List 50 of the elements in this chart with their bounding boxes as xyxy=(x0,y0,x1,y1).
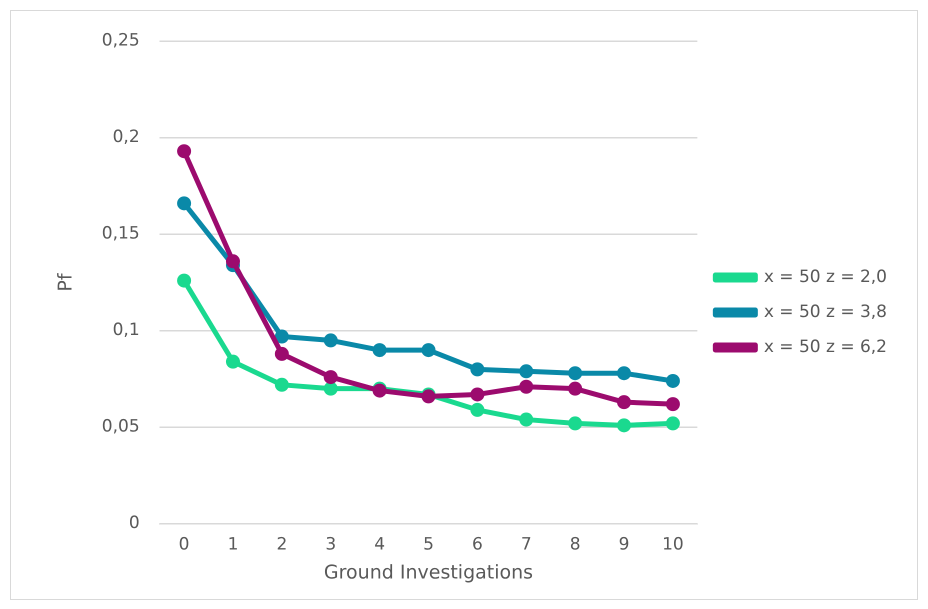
point xyxy=(470,402,484,417)
point xyxy=(519,412,534,427)
point xyxy=(274,346,289,361)
point xyxy=(666,416,680,430)
point xyxy=(666,374,680,388)
point xyxy=(568,382,582,396)
point xyxy=(568,366,582,380)
point xyxy=(617,418,632,432)
legend-label: x = 50 z = 2,0 xyxy=(764,266,888,287)
x-tick-label: 2 xyxy=(276,534,288,554)
x-axis-title: Ground Investigations xyxy=(324,562,534,584)
x-tick-label: 10 xyxy=(662,534,684,554)
y-tick-label: 0,15 xyxy=(102,224,140,244)
x-tick-label: 5 xyxy=(423,534,434,554)
legend-label: x = 50 z = 6,2 xyxy=(764,336,888,357)
point xyxy=(274,378,289,392)
point xyxy=(617,395,632,410)
point xyxy=(177,274,192,288)
y-tick-label: 0,25 xyxy=(102,30,140,51)
point xyxy=(470,362,484,376)
point xyxy=(226,254,240,268)
point xyxy=(324,333,338,348)
point xyxy=(324,370,338,384)
x-tick-label: 7 xyxy=(520,534,532,554)
x-tick-label: 4 xyxy=(374,534,386,554)
x-tick-label: 9 xyxy=(618,534,630,554)
point xyxy=(177,144,192,158)
point xyxy=(177,196,192,210)
point xyxy=(666,397,680,412)
point xyxy=(226,354,240,369)
x-tick-label: 8 xyxy=(570,534,581,554)
point xyxy=(470,387,484,402)
x-tick-label: 3 xyxy=(325,534,336,554)
x-tick-label: 6 xyxy=(472,534,483,554)
legend-label: x = 50 z = 3,8 xyxy=(764,302,888,322)
point xyxy=(274,330,289,344)
y-tick-label: 0,05 xyxy=(102,416,140,437)
y-axis-title: Pf xyxy=(54,272,76,292)
point xyxy=(421,343,436,358)
y-tick-label: 0 xyxy=(128,513,140,534)
x-tick-label: 0 xyxy=(178,534,190,554)
point xyxy=(519,364,534,378)
y-tick-label: 0,2 xyxy=(112,127,140,148)
x-tick-label: 1 xyxy=(228,534,238,554)
y-tick-label: 0,1 xyxy=(112,320,140,340)
point xyxy=(519,380,534,394)
point xyxy=(324,382,338,396)
point xyxy=(617,366,632,380)
point xyxy=(568,416,582,430)
point xyxy=(372,343,387,358)
